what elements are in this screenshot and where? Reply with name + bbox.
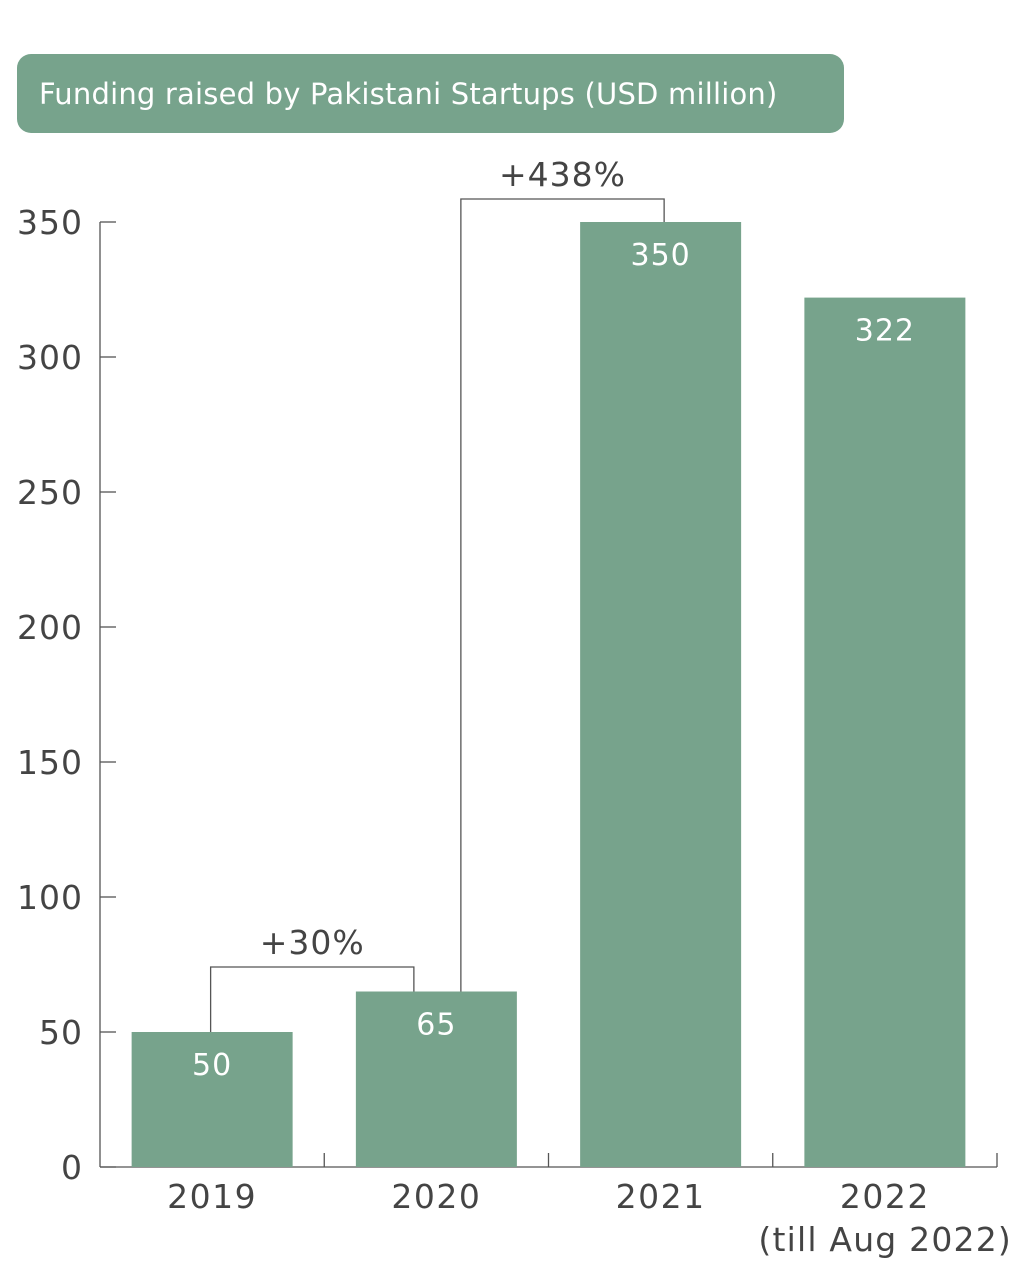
growth-bracket <box>460 198 665 992</box>
chart-title: Funding raised by Pakistani Startups (US… <box>39 76 778 111</box>
chart-title-banner: Funding raised by Pakistani Startups (US… <box>17 54 844 133</box>
bar-2019 <box>131 1032 293 1167</box>
growth-annotation-label: +438% <box>499 155 626 194</box>
growth-annotation-label: +30% <box>260 923 365 962</box>
x-tick-sublabel-2022: (till Aug 2022) <box>758 1220 1012 1259</box>
x-tick-label-2021: 2021 <box>616 1177 706 1216</box>
y-tick-label: 100 <box>17 878 83 917</box>
y-tick-label: 150 <box>17 743 83 782</box>
data-label-2021: 350 <box>630 238 690 273</box>
data-label-2020: 65 <box>416 1008 456 1043</box>
bar-2022 <box>804 297 966 1168</box>
y-tick-label: 200 <box>17 608 83 647</box>
bar-2021 <box>580 222 742 1167</box>
y-tick-label: 250 <box>17 473 83 512</box>
data-label-2022: 322 <box>855 314 915 349</box>
growth-bracket <box>209 966 415 1032</box>
y-tick-label: 350 <box>17 203 83 242</box>
data-label-2019: 50 <box>192 1048 232 1083</box>
y-tick-label: 50 <box>39 1013 83 1052</box>
y-tick-label: 0 <box>61 1148 83 1187</box>
y-tick-label: 300 <box>17 338 83 377</box>
x-tick-label-2019: 2019 <box>167 1177 257 1216</box>
x-tick-label-2022: 2022 <box>840 1177 930 1216</box>
bar-2020 <box>355 991 517 1167</box>
x-tick-label-2020: 2020 <box>391 1177 481 1216</box>
